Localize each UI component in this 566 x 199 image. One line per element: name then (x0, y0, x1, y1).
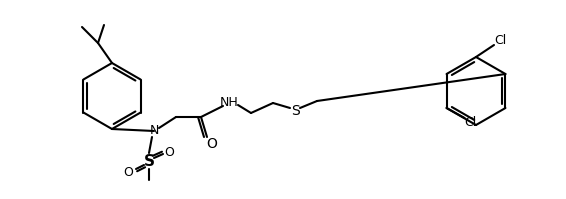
Text: NH: NH (220, 97, 238, 109)
Text: Cl: Cl (494, 34, 506, 48)
Text: S: S (144, 153, 155, 169)
Text: O: O (164, 145, 174, 158)
Text: Cl: Cl (465, 115, 477, 129)
Text: N: N (149, 125, 158, 138)
Text: O: O (207, 137, 217, 151)
Text: O: O (123, 167, 133, 179)
Text: S: S (290, 104, 299, 118)
